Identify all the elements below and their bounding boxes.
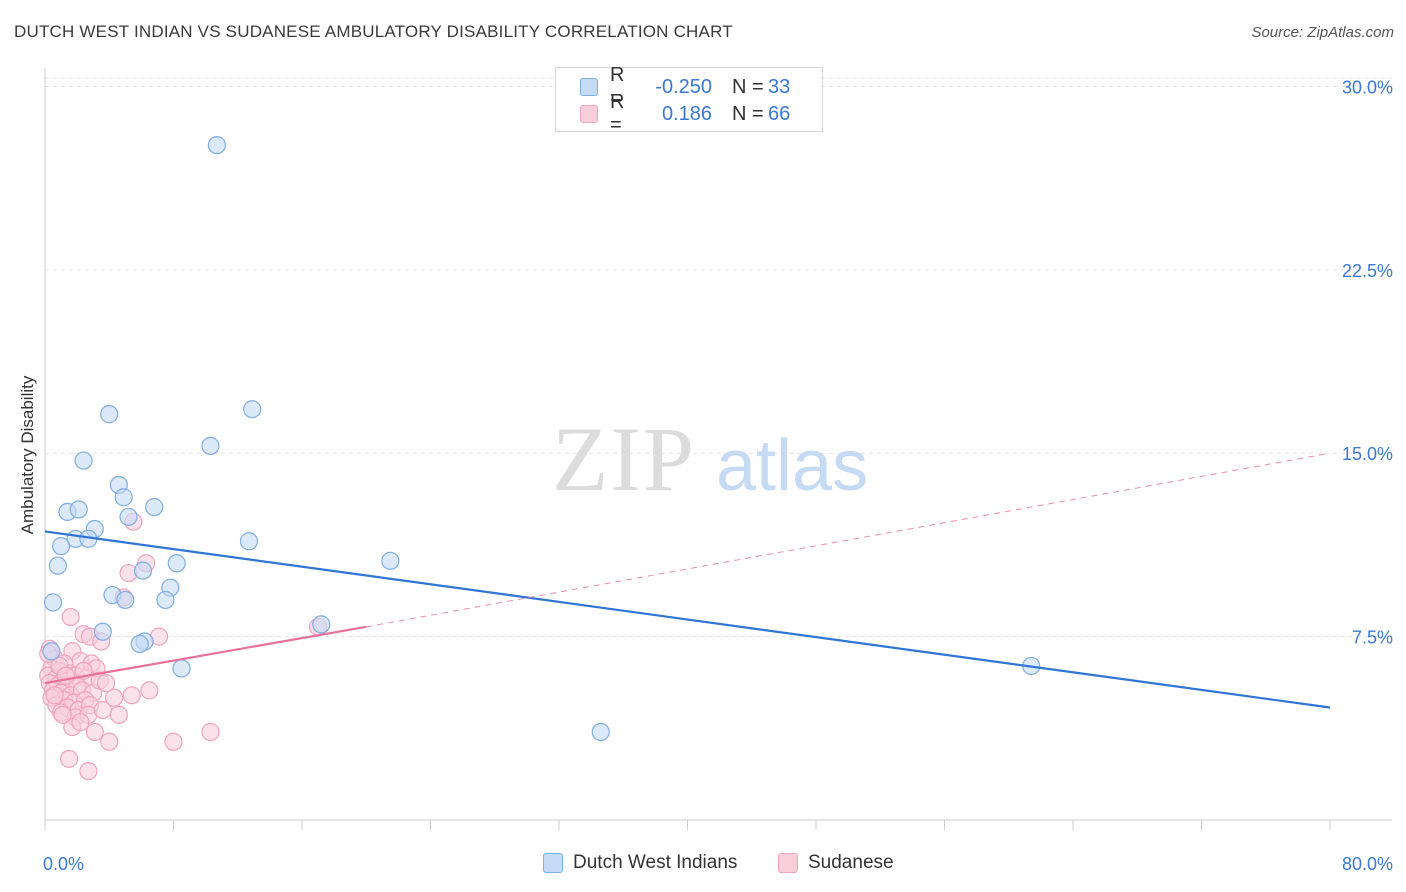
legend-row-dutch-west-indians: R = -0.250 N = 33	[580, 64, 791, 109]
legend-swatch-blue	[580, 78, 598, 96]
point-dutch-west-indian	[239, 532, 259, 551]
x-tick-label-max: 80.0%	[1342, 854, 1393, 874]
legend-r-value: 0.186	[661, 102, 712, 125]
x-tick-label-min: 0.0%	[43, 854, 84, 874]
dutch-west-indian-points	[42, 136, 1041, 742]
point-sudanese	[201, 722, 220, 742]
point-dutch-west-indian	[100, 405, 119, 424]
point-dutch-west-indian	[207, 136, 226, 155]
point-sudanese	[79, 761, 98, 781]
point-sudanese	[71, 713, 90, 732]
correlation-legend: R = -0.250 N = 33 R = 0.186 N = 66	[555, 64, 823, 136]
point-dutch-west-indian	[43, 593, 63, 612]
legend-n-label: N =	[732, 102, 764, 125]
point-dutch-west-indian	[116, 590, 135, 610]
point-dutch-west-indian	[119, 507, 138, 526]
point-dutch-west-indian	[167, 554, 186, 573]
point-sudanese	[109, 705, 128, 724]
legend-n-value: 33	[768, 75, 791, 98]
point-sudanese	[122, 686, 141, 705]
point-dutch-west-indian	[201, 436, 220, 455]
legend-r-value: -0.250	[655, 75, 712, 98]
point-dutch-west-indian	[145, 497, 164, 517]
point-sudanese	[164, 732, 183, 751]
point-sudanese	[104, 688, 124, 707]
point-sudanese	[53, 705, 72, 724]
legend-swatch-pink	[580, 105, 598, 123]
series-legend-sudanese: Sudanese	[778, 852, 894, 874]
point-dutch-west-indian	[312, 615, 331, 634]
legend-row-sudanese: R = 0.186 N = 66	[580, 91, 791, 136]
series-swatch-blue	[543, 853, 563, 873]
trend-line-sudanese-extrapolated	[366, 452, 1331, 628]
trend-line-dutch-west-indians	[44, 530, 1331, 709]
grid-lines	[45, 77, 1392, 638]
y-tick-label: 7.5%	[1352, 628, 1393, 648]
series-legend-dutch-west-indians: Dutch West Indians	[543, 852, 737, 874]
watermark-zip: ZIP	[552, 408, 696, 510]
point-dutch-west-indian	[381, 551, 400, 570]
y-tick-label: 22.5%	[1342, 261, 1393, 281]
trend-lines	[44, 452, 1331, 709]
point-dutch-west-indian	[114, 488, 133, 507]
point-sudanese	[45, 686, 64, 705]
point-dutch-west-indian	[591, 722, 610, 742]
series-name: Dutch West Indians	[573, 852, 738, 873]
point-sudanese	[85, 722, 104, 742]
legend-r-label: R =	[610, 64, 625, 109]
point-sudanese	[100, 732, 119, 751]
point-sudanese	[140, 681, 159, 700]
point-dutch-west-indian	[133, 561, 153, 580]
point-dutch-west-indian	[69, 500, 88, 519]
point-dutch-west-indian	[74, 451, 93, 470]
chart-title: DUTCH WEST INDIAN VS SUDANESE AMBULATORY…	[14, 22, 733, 41]
point-sudanese	[96, 673, 116, 693]
y-tick-label: 15.0%	[1342, 444, 1393, 464]
point-dutch-west-indian	[172, 659, 191, 678]
point-dutch-west-indian	[243, 400, 262, 419]
point-sudanese	[56, 666, 75, 685]
legend-r-label: R =	[610, 91, 625, 136]
y-tick-label: 30.0%	[1342, 77, 1393, 97]
legend-n-label: N =	[732, 75, 764, 98]
source-label: Source: ZipAtlas.com	[1251, 24, 1394, 41]
tick-labels: 7.5% 15.0% 22.5% 30.0% 0.0% 80.0%	[43, 77, 1393, 874]
series-swatch-pink	[778, 853, 798, 873]
point-dutch-west-indian	[130, 634, 149, 654]
point-dutch-west-indian	[51, 537, 71, 556]
point-dutch-west-indian	[93, 622, 112, 641]
watermark-atlas: atlas	[716, 426, 868, 506]
legend-n-value: 66	[768, 102, 791, 125]
point-dutch-west-indian	[42, 642, 61, 661]
point-dutch-west-indian	[156, 590, 175, 610]
point-sudanese	[59, 749, 79, 768]
sudanese-points	[39, 512, 328, 781]
series-name: Sudanese	[808, 852, 894, 873]
point-sudanese	[61, 607, 80, 627]
trend-line-sudanese	[44, 625, 367, 685]
point-dutch-west-indian	[48, 556, 67, 575]
